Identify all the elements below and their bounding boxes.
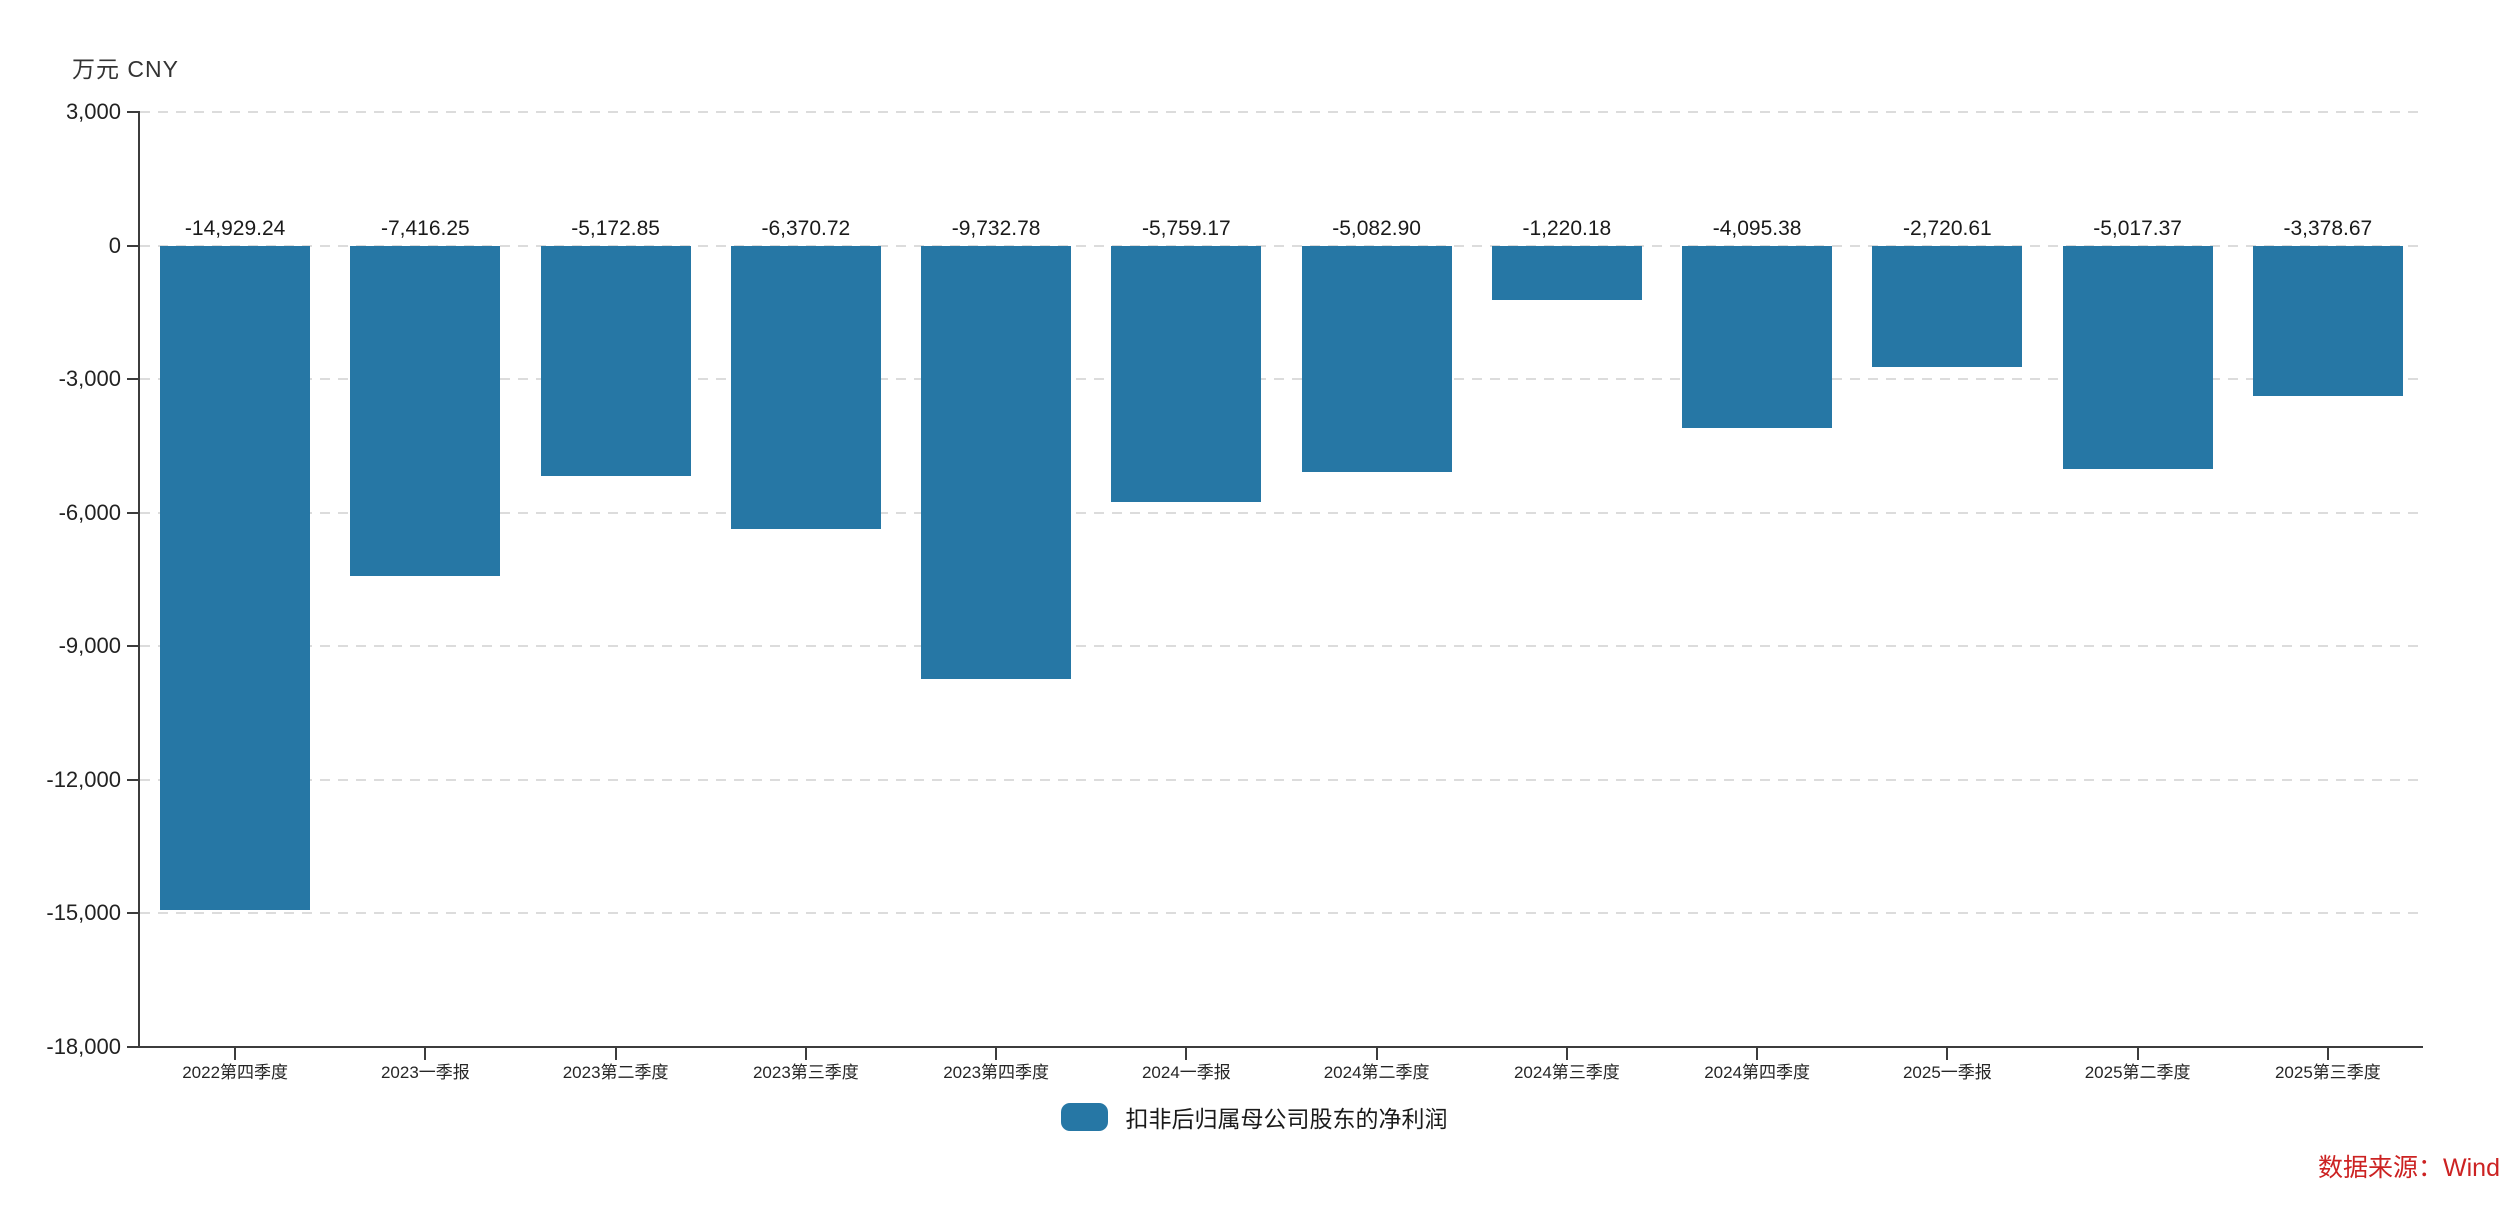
y-gridline — [140, 111, 2423, 113]
bar — [2062, 245, 2213, 469]
bar — [1301, 245, 1452, 472]
y-axis-tick-label: -18,000 — [46, 1034, 121, 1059]
bar — [1111, 245, 1262, 502]
x-axis-tick-label: 2024第二季度 — [1323, 1063, 1430, 1082]
legend: 扣非后归属母公司股东的净利润 — [0, 1100, 2508, 1134]
x-axis-tick — [2326, 1047, 2329, 1060]
bar-value-label: -5,017.37 — [2093, 216, 2182, 240]
y-axis-tick — [127, 511, 140, 514]
y-gridline — [140, 912, 2423, 915]
x-axis-tick-label: 2023一季报 — [380, 1063, 470, 1082]
x-axis-tick — [804, 1047, 807, 1060]
bar — [730, 245, 881, 530]
bar — [1872, 245, 2023, 367]
y-axis-tick — [127, 912, 140, 915]
x-axis-tick — [1375, 1047, 1378, 1060]
bar-value-label: -5,082.90 — [1332, 216, 1421, 240]
y-axis-tick-label: -15,000 — [46, 900, 121, 926]
y-gridline — [140, 511, 2423, 514]
x-axis-tick — [614, 1047, 617, 1060]
data-source-label: 数据来源：Wind — [2318, 1154, 2500, 1182]
x-axis-tick-label: 2023第二季度 — [562, 1063, 669, 1082]
x-axis-tick-label: 2025一季报 — [1902, 1063, 1992, 1082]
x-axis-tick — [2136, 1047, 2139, 1060]
y-gridline — [140, 645, 2423, 648]
y-axis-line — [138, 112, 140, 1047]
y-axis-tick — [127, 378, 140, 381]
bar-value-label: -5,759.17 — [1142, 216, 1231, 240]
y-axis-tick-label: -12,000 — [46, 766, 121, 792]
y-axis-tick-label: 0 — [108, 232, 121, 258]
bar-value-label: -6,370.72 — [761, 216, 851, 240]
x-axis-tick — [424, 1047, 427, 1060]
bar — [160, 245, 311, 911]
y-gridline — [140, 378, 2423, 381]
x-axis-tick-label: 2024第三季度 — [1513, 1063, 1620, 1082]
x-axis-tick — [995, 1047, 998, 1060]
x-axis-tick — [234, 1047, 237, 1060]
y-axis-tick — [127, 244, 140, 247]
x-axis-line — [140, 1046, 2423, 1048]
bar — [350, 245, 501, 576]
y-axis-tick-label: 3,000 — [65, 99, 121, 124]
y-axis-tick-label: -3,000 — [58, 366, 121, 392]
legend-series-label: 扣非后归属母公司股东的净利润 — [1125, 1106, 1448, 1132]
y-axis-tick-label: -9,000 — [58, 633, 121, 659]
x-axis-tick — [1946, 1047, 1949, 1060]
bar — [1682, 245, 1833, 428]
x-axis-tick — [1185, 1047, 1188, 1060]
x-axis-tick-label: 2024一季报 — [1141, 1063, 1231, 1082]
bar-value-label: -4,095.38 — [1712, 216, 1802, 240]
bar — [1491, 245, 1642, 300]
x-axis-tick-label: 2025第二季度 — [2084, 1063, 2191, 1082]
y-axis-unit-label: 万元 CNY — [72, 56, 179, 82]
x-axis-tick-label: 2022第四季度 — [182, 1063, 289, 1082]
y-gridline — [140, 778, 2423, 781]
y-axis-tick — [127, 111, 140, 113]
bar-value-label: -5,172.85 — [571, 216, 660, 240]
bar-value-label: -14,929.24 — [184, 216, 286, 240]
x-axis-tick-label: 2023第四季度 — [943, 1063, 1050, 1082]
x-axis-tick-label: 2024第四季度 — [1704, 1063, 1811, 1082]
bar — [921, 245, 1072, 679]
x-axis-tick — [1565, 1047, 1568, 1060]
x-axis-tick-label: 2025第三季度 — [2274, 1063, 2381, 1082]
bar-value-label: -3,378.67 — [2283, 216, 2373, 240]
bar — [540, 245, 691, 476]
bar-value-label: -7,416.25 — [381, 216, 470, 240]
y-gridline — [140, 244, 2423, 247]
x-axis-tick — [1756, 1047, 1759, 1060]
bar-value-label: -9,732.78 — [951, 216, 1041, 240]
x-axis-tick-label: 2023第三季度 — [752, 1063, 859, 1082]
y-axis-tick — [127, 1046, 140, 1048]
bar-value-label: -1,220.18 — [1522, 216, 1612, 240]
y-axis-tick — [127, 778, 140, 781]
y-axis-tick — [127, 645, 140, 648]
legend-swatch — [1060, 1103, 1108, 1131]
y-axis-tick-label: -6,000 — [58, 499, 121, 525]
bar-value-label: -2,720.61 — [1903, 216, 1992, 240]
bar — [2252, 245, 2403, 396]
